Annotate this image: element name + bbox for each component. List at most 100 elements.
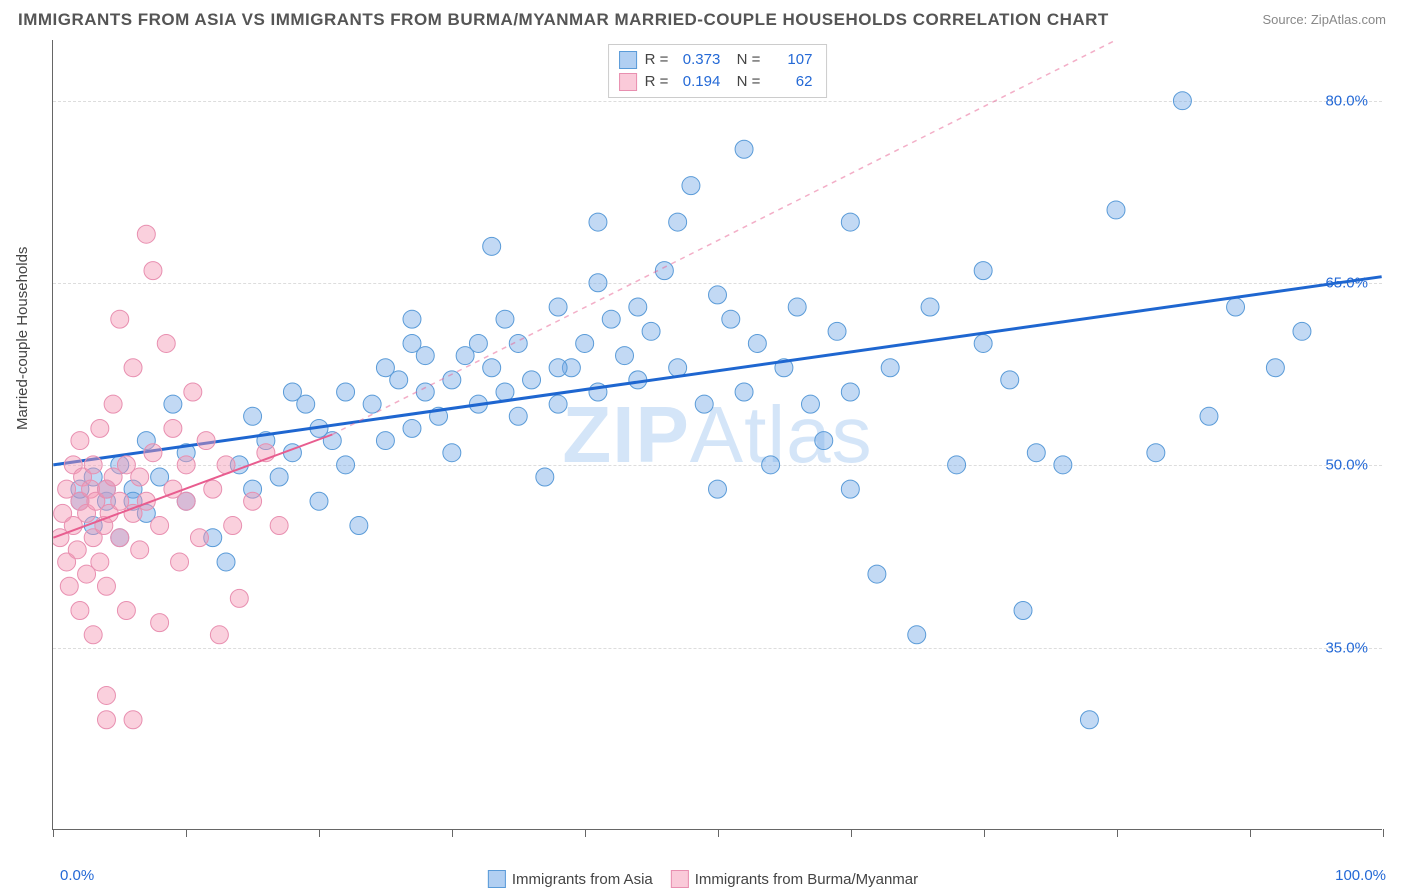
data-point-asia xyxy=(921,298,939,316)
data-point-asia xyxy=(443,444,461,462)
data-point-asia xyxy=(669,213,687,231)
stat-r-burma: 0.194 xyxy=(676,71,720,93)
data-point-asia xyxy=(748,334,766,352)
x-tick xyxy=(452,829,453,837)
data-point-asia xyxy=(297,395,315,413)
data-point-asia xyxy=(217,553,235,571)
data-point-burma xyxy=(164,419,182,437)
data-point-asia xyxy=(682,177,700,195)
swatch-blue-icon xyxy=(619,51,637,69)
data-point-asia xyxy=(1173,92,1191,110)
data-point-asia xyxy=(735,383,753,401)
stat-r-asia: 0.373 xyxy=(676,49,720,71)
data-point-asia xyxy=(403,419,421,437)
data-point-asia xyxy=(1027,444,1045,462)
data-point-asia xyxy=(1293,322,1311,340)
data-point-burma xyxy=(144,262,162,280)
data-point-burma xyxy=(151,517,169,535)
legend-label-burma: Immigrants from Burma/Myanmar xyxy=(695,871,918,888)
x-tick xyxy=(1383,829,1384,837)
data-point-burma xyxy=(60,577,78,595)
data-point-asia xyxy=(841,383,859,401)
swatch-pink-icon xyxy=(671,870,689,888)
data-point-asia xyxy=(496,383,514,401)
data-point-burma xyxy=(124,711,142,729)
data-point-asia xyxy=(1107,201,1125,219)
swatch-blue-icon xyxy=(488,870,506,888)
legend-stats-row-burma: R = 0.194 N = 62 xyxy=(619,71,813,93)
chart-title: IMMIGRANTS FROM ASIA VS IMMIGRANTS FROM … xyxy=(18,10,1109,30)
data-point-burma xyxy=(157,334,175,352)
data-point-burma xyxy=(270,517,288,535)
legend-item-burma: Immigrants from Burma/Myanmar xyxy=(671,870,918,888)
data-point-asia xyxy=(390,371,408,389)
data-point-burma xyxy=(71,602,89,620)
data-point-asia xyxy=(629,298,647,316)
data-point-burma xyxy=(244,492,262,510)
swatch-pink-icon xyxy=(619,73,637,91)
data-point-burma xyxy=(151,614,169,632)
x-tick xyxy=(53,829,54,837)
data-point-asia xyxy=(1001,371,1019,389)
data-point-asia xyxy=(709,286,727,304)
data-point-asia xyxy=(416,383,434,401)
data-point-asia xyxy=(974,262,992,280)
data-point-burma xyxy=(84,456,102,474)
chart-plot-area: ZIPAtlas R = 0.373 N = 107 R = 0.194 N =… xyxy=(52,40,1382,830)
data-point-asia xyxy=(244,407,262,425)
data-point-asia xyxy=(469,334,487,352)
data-point-burma xyxy=(111,310,129,328)
data-point-burma xyxy=(91,553,109,571)
legend-item-asia: Immigrants from Asia xyxy=(488,870,653,888)
data-point-asia xyxy=(642,322,660,340)
data-point-asia xyxy=(815,432,833,450)
data-point-asia xyxy=(655,262,673,280)
data-point-burma xyxy=(171,553,189,571)
trend-line-ext-burma xyxy=(332,40,1116,435)
data-point-asia xyxy=(496,310,514,328)
data-point-asia xyxy=(164,395,182,413)
data-point-burma xyxy=(230,589,248,607)
data-point-burma xyxy=(104,395,122,413)
data-point-asia xyxy=(589,213,607,231)
data-point-asia xyxy=(1014,602,1032,620)
data-point-asia xyxy=(695,395,713,413)
data-point-asia xyxy=(1227,298,1245,316)
data-point-asia xyxy=(523,371,541,389)
data-point-asia xyxy=(974,334,992,352)
data-point-asia xyxy=(549,359,567,377)
data-point-burma xyxy=(197,432,215,450)
data-point-asia xyxy=(589,274,607,292)
data-point-burma xyxy=(131,541,149,559)
data-point-asia xyxy=(536,468,554,486)
data-point-asia xyxy=(1200,407,1218,425)
data-point-burma xyxy=(71,432,89,450)
legend-stats-row-asia: R = 0.373 N = 107 xyxy=(619,49,813,71)
x-tick xyxy=(585,829,586,837)
data-point-asia xyxy=(602,310,620,328)
data-point-burma xyxy=(131,468,149,486)
x-tick xyxy=(851,829,852,837)
data-point-asia xyxy=(337,456,355,474)
data-point-asia xyxy=(337,383,355,401)
data-point-asia xyxy=(735,140,753,158)
stat-n-asia: 107 xyxy=(768,49,812,71)
data-point-burma xyxy=(144,444,162,462)
stat-r-label: R = xyxy=(645,49,669,71)
data-point-burma xyxy=(97,711,115,729)
data-point-burma xyxy=(177,456,195,474)
data-point-asia xyxy=(576,334,594,352)
data-point-asia xyxy=(270,468,288,486)
x-axis-min-label: 0.0% xyxy=(60,867,94,884)
data-point-burma xyxy=(97,686,115,704)
data-point-burma xyxy=(111,529,129,547)
data-point-asia xyxy=(841,213,859,231)
stat-n-label: N = xyxy=(728,49,760,71)
x-axis-max-label: 100.0% xyxy=(1335,867,1386,884)
data-point-asia xyxy=(908,626,926,644)
data-point-asia xyxy=(1147,444,1165,462)
data-point-asia xyxy=(549,395,567,413)
x-tick xyxy=(718,829,719,837)
data-point-asia xyxy=(616,347,634,365)
data-point-asia xyxy=(841,480,859,498)
